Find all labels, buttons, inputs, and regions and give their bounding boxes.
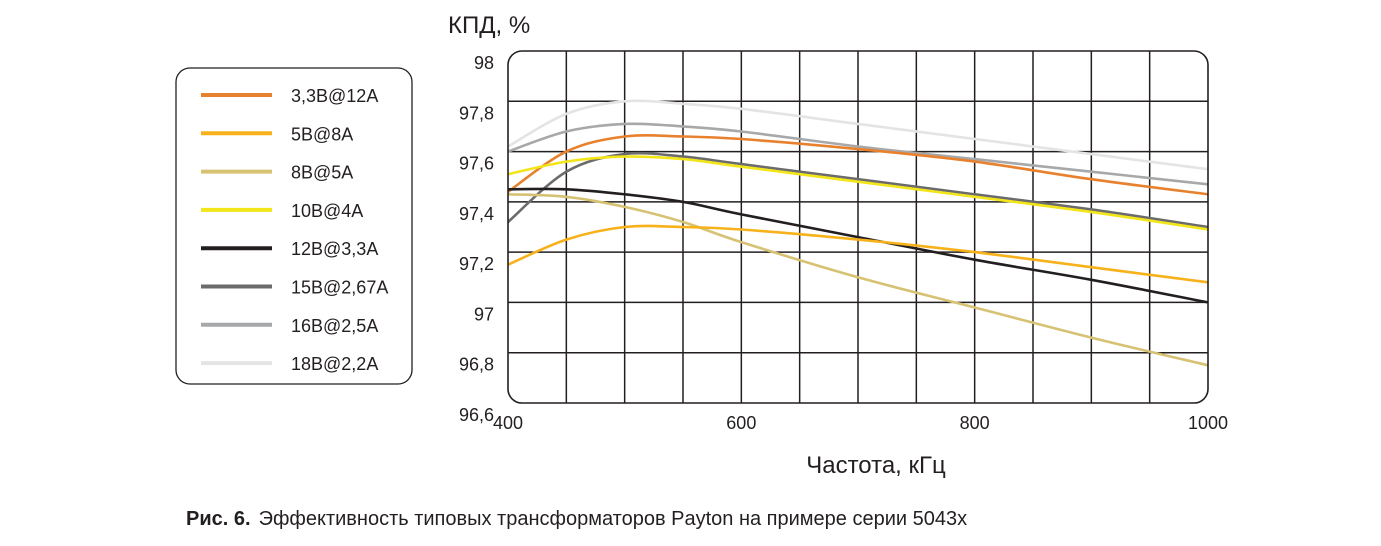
x-tick-label: 1000 [1188,413,1228,433]
series-line-7 [508,122,1208,186]
legend-label: 12В@3,3А [291,239,378,259]
x-axis-title: Частота, кГц [806,452,946,479]
series-line-3 [508,193,1208,367]
x-axis-ticks: 400 600 800 1000 [493,413,1228,433]
series-line-1 [508,133,1208,196]
figure-caption-label: Рис. 6. [186,508,251,530]
series-line-8 [508,99,1208,171]
y-axis-ticks: 96,6 96,8 97 97,2 97,4 97,6 97,8 98 [459,53,494,425]
y-tick-label: 97 [474,304,494,324]
x-tick-label: 800 [960,413,990,433]
series-line-4 [508,155,1208,231]
figure-caption-text: Эффективность типовых трансформаторов Pa… [258,508,968,530]
legend-label: 3,3В@12А [291,86,378,106]
legend-label: 10В@4А [291,201,363,221]
legend-label: 5В@8А [291,124,353,144]
series-layer [508,99,1208,367]
series-line-2 [508,224,1208,284]
y-tick-label: 97,4 [459,204,494,224]
legend-label: 15В@2,67А [291,278,388,298]
plot-frame [507,50,1209,404]
legend: 3,3В@12А 5В@8А 8В@5А 10В@4А 12В@3,3А 15В@2,67… [201,86,388,374]
series-line-5 [508,187,1208,304]
y-tick-label: 96,8 [459,355,494,375]
series-line-6 [508,151,1208,229]
y-tick-label: 97,6 [459,154,494,174]
legend-label: 16В@2,5А [291,316,378,336]
y-tick-label: 98 [474,53,494,73]
y-axis-title: КПД, % [448,12,530,39]
x-tick-label: 400 [493,413,523,433]
legend-label: 8В@5А [291,163,353,183]
figure-caption: Рис. 6. Эффективность типовых трансформат… [186,508,967,531]
y-tick-label: 96,6 [459,405,494,425]
y-tick-label: 97,8 [459,103,494,123]
legend-box [175,67,413,385]
legend-label: 18В@2,2А [291,354,378,374]
y-tick-label: 97,2 [459,254,494,274]
x-tick-label: 600 [726,413,756,433]
